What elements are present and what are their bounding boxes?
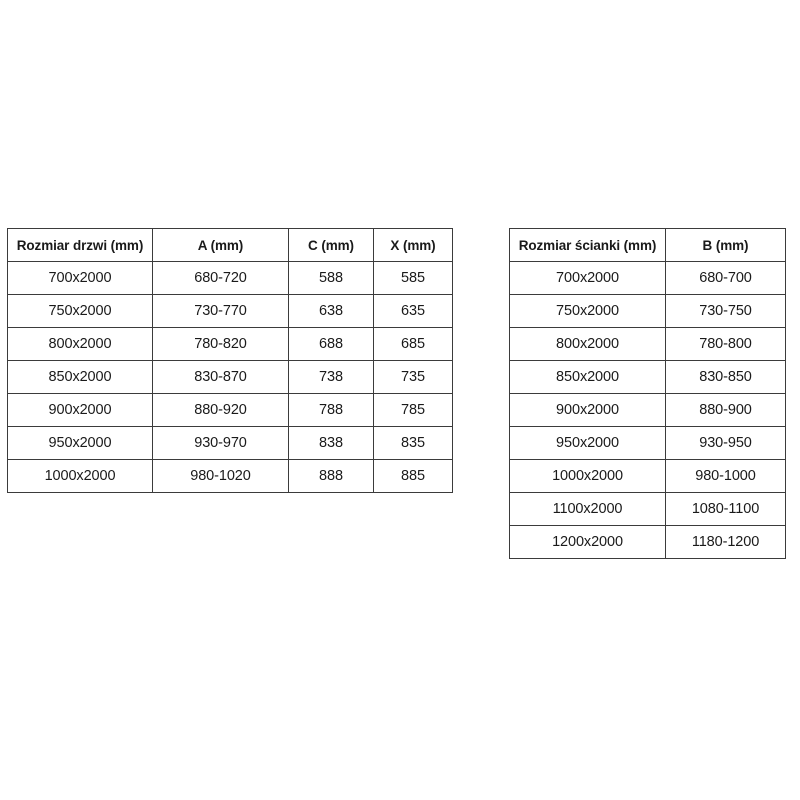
table-row: 1200x2000 1180-1200 <box>509 525 786 559</box>
table-row: 700x2000 680-700 <box>509 261 786 295</box>
cell-a: 880-920 <box>152 393 289 427</box>
cell-door-size: 800x2000 <box>7 327 153 361</box>
cell-b: 880-900 <box>665 393 786 427</box>
cell-wall-size: 800x2000 <box>509 327 666 361</box>
cell-x: 585 <box>373 261 453 295</box>
table-row: 1000x2000 980-1020 888 885 <box>7 459 453 493</box>
table-row: 900x2000 880-900 <box>509 393 786 427</box>
table-header-row: Rozmiar drzwi (mm) A (mm) C (mm) X (mm) <box>7 228 453 262</box>
cell-x: 635 <box>373 294 453 328</box>
cell-a: 930-970 <box>152 426 289 460</box>
cell-door-size: 700x2000 <box>7 261 153 295</box>
cell-c: 838 <box>288 426 374 460</box>
cell-wall-size: 1200x2000 <box>509 525 666 559</box>
column-header-a: A (mm) <box>152 228 289 262</box>
column-header-wall-size: Rozmiar ścianki (mm) <box>509 228 666 262</box>
cell-door-size: 850x2000 <box>7 360 153 394</box>
cell-a: 730-770 <box>152 294 289 328</box>
column-header-c: C (mm) <box>288 228 374 262</box>
cell-b: 830-850 <box>665 360 786 394</box>
column-header-b: B (mm) <box>665 228 786 262</box>
doors-table-body: 700x2000 680-720 588 585 750x2000 730-77… <box>7 261 453 493</box>
table-row: 950x2000 930-970 838 835 <box>7 426 453 460</box>
cell-a: 830-870 <box>152 360 289 394</box>
cell-x: 685 <box>373 327 453 361</box>
cell-wall-size: 850x2000 <box>509 360 666 394</box>
cell-wall-size: 1100x2000 <box>509 492 666 526</box>
cell-door-size: 750x2000 <box>7 294 153 328</box>
wall-table-body: 700x2000 680-700 750x2000 730-750 800x20… <box>509 261 786 559</box>
cell-wall-size: 900x2000 <box>509 393 666 427</box>
cell-c: 688 <box>288 327 374 361</box>
wall-table-header: Rozmiar ścianki (mm) B (mm) <box>509 228 786 262</box>
table-row: 1100x2000 1080-1100 <box>509 492 786 526</box>
cell-door-size: 950x2000 <box>7 426 153 460</box>
table-row: 850x2000 830-870 738 735 <box>7 360 453 394</box>
cell-c: 738 <box>288 360 374 394</box>
column-header-x: X (mm) <box>373 228 453 262</box>
table-row: 800x2000 780-800 <box>509 327 786 361</box>
cell-wall-size: 750x2000 <box>509 294 666 328</box>
cell-door-size: 900x2000 <box>7 393 153 427</box>
cell-c: 638 <box>288 294 374 328</box>
column-header-door-size: Rozmiar drzwi (mm) <box>7 228 153 262</box>
cell-door-size: 1000x2000 <box>7 459 153 493</box>
table-row: 950x2000 930-950 <box>509 426 786 460</box>
cell-x: 785 <box>373 393 453 427</box>
shower-wall-dimensions-table: Rozmiar ścianki (mm) B (mm) 700x2000 680… <box>509 228 786 559</box>
table-row: 900x2000 880-920 788 785 <box>7 393 453 427</box>
cell-c: 888 <box>288 459 374 493</box>
shower-door-dimensions-table: Rozmiar drzwi (mm) A (mm) C (mm) X (mm) … <box>7 228 453 493</box>
cell-b: 980-1000 <box>665 459 786 493</box>
table-row: 1000x2000 980-1000 <box>509 459 786 493</box>
cell-c: 588 <box>288 261 374 295</box>
cell-a: 680-720 <box>152 261 289 295</box>
table-row: 750x2000 730-750 <box>509 294 786 328</box>
cell-x: 835 <box>373 426 453 460</box>
cell-wall-size: 950x2000 <box>509 426 666 460</box>
doors-table-header: Rozmiar drzwi (mm) A (mm) C (mm) X (mm) <box>7 228 453 262</box>
cell-b: 1080-1100 <box>665 492 786 526</box>
cell-b: 780-800 <box>665 327 786 361</box>
cell-b: 930-950 <box>665 426 786 460</box>
cell-a: 780-820 <box>152 327 289 361</box>
table-row: 850x2000 830-850 <box>509 360 786 394</box>
table-header-row: Rozmiar ścianki (mm) B (mm) <box>509 228 786 262</box>
cell-b: 730-750 <box>665 294 786 328</box>
table-row: 700x2000 680-720 588 585 <box>7 261 453 295</box>
table-row: 800x2000 780-820 688 685 <box>7 327 453 361</box>
table-row: 750x2000 730-770 638 635 <box>7 294 453 328</box>
cell-b: 1180-1200 <box>665 525 786 559</box>
cell-a: 980-1020 <box>152 459 289 493</box>
cell-wall-size: 1000x2000 <box>509 459 666 493</box>
cell-wall-size: 700x2000 <box>509 261 666 295</box>
cell-b: 680-700 <box>665 261 786 295</box>
cell-x: 735 <box>373 360 453 394</box>
cell-x: 885 <box>373 459 453 493</box>
cell-c: 788 <box>288 393 374 427</box>
